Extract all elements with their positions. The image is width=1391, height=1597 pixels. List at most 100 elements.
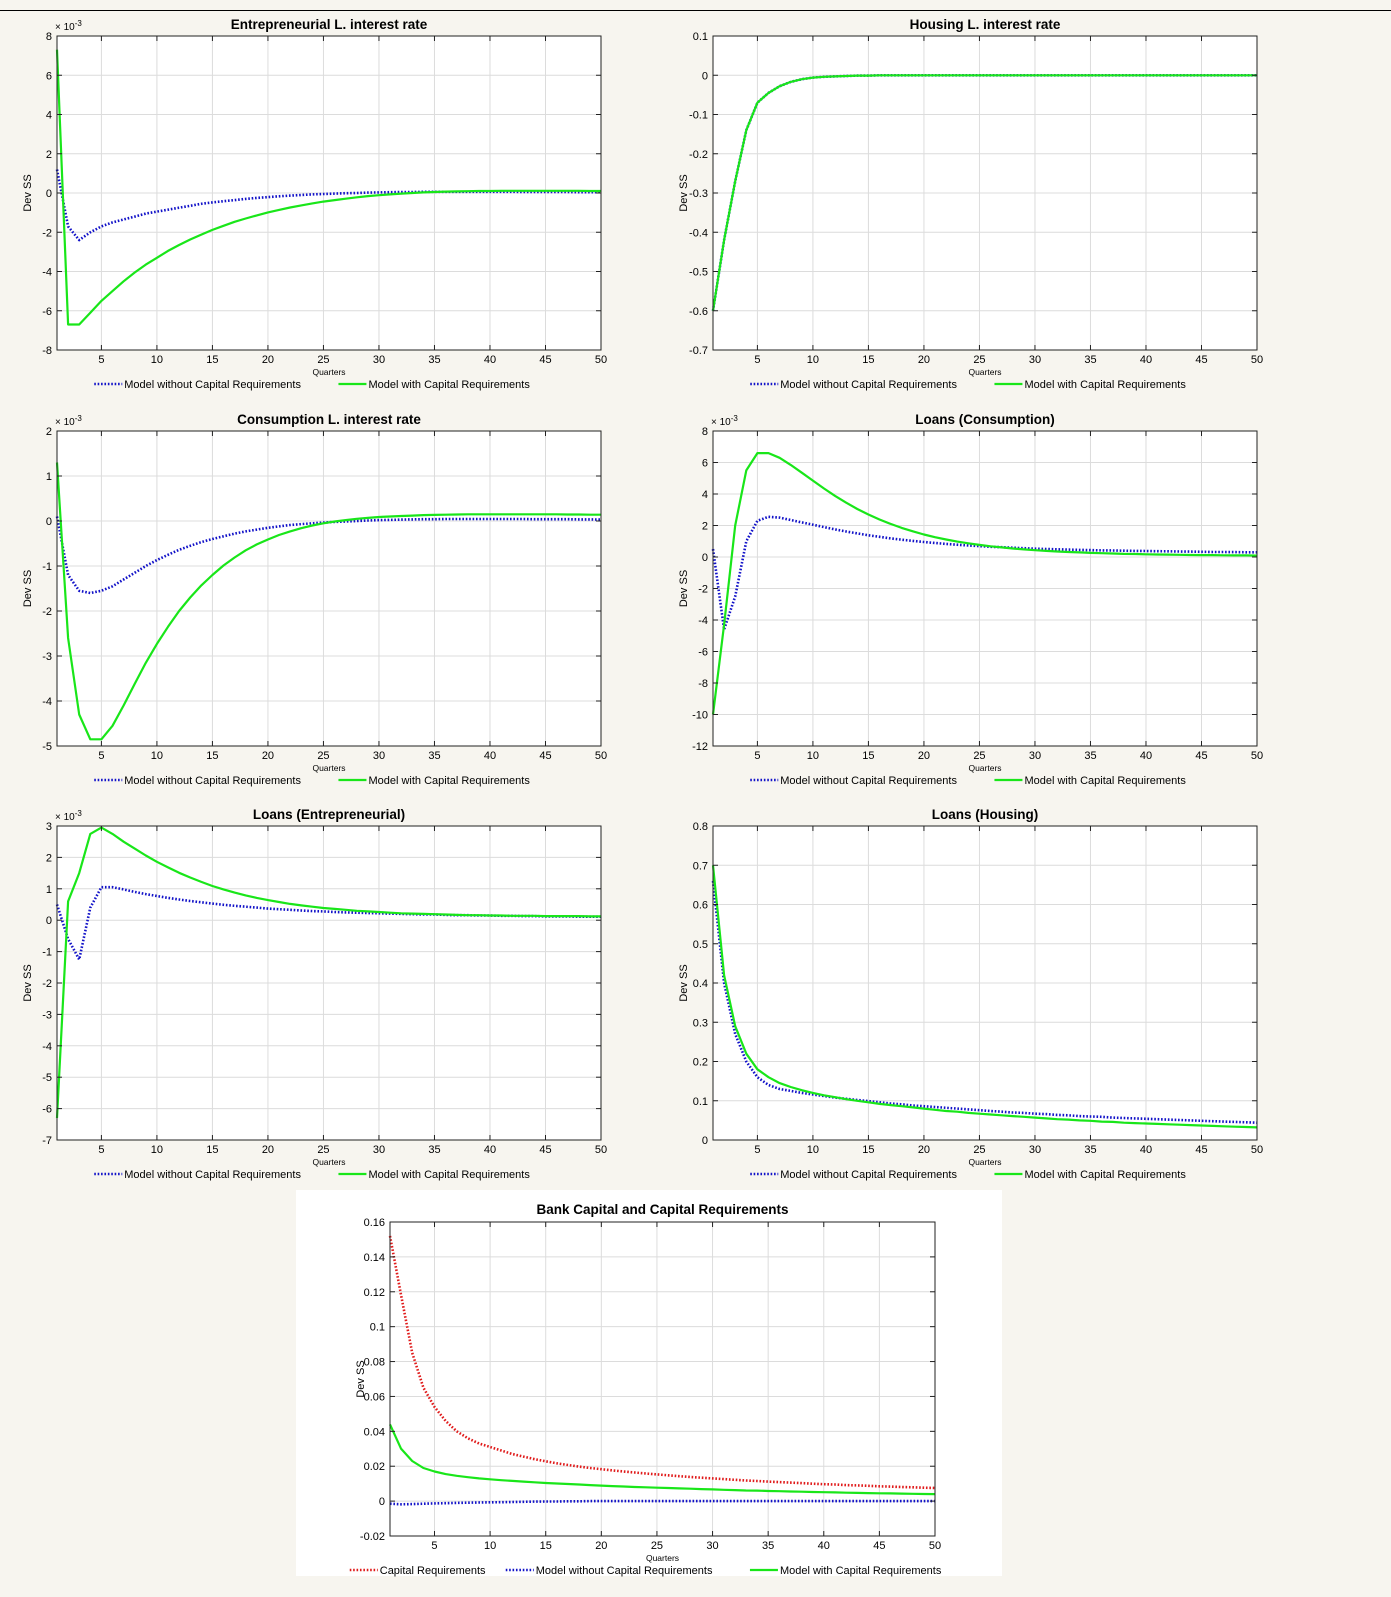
legend-label: Model with Capital Requirements <box>368 379 530 391</box>
x-tick-label: 50 <box>929 1540 941 1552</box>
chart-1: 5 10 15 20 25 30 35 40 45 50 -8 -6 -4 -2 0 2 4 6 8× 10-3 En… <box>22 17 607 391</box>
x-tick-label: 40 <box>1140 354 1152 366</box>
x-tick-label: 5 <box>98 354 104 366</box>
chart-4: 5 10 15 20 25 30 35 40 45 50 -12 -10 -8 -6 -4 -2 0 2 4 6 8× … <box>678 412 1263 787</box>
x-tick-label: 15 <box>206 354 218 366</box>
y-tick-label: -2 <box>42 978 52 990</box>
axis-multiplier: × 10-3 <box>55 809 82 823</box>
y-tick-label: -4 <box>698 615 708 627</box>
x-tick-label: 10 <box>151 750 163 762</box>
axis-multiplier: × 10-3 <box>55 414 82 428</box>
x-tick-label: 40 <box>1140 1144 1152 1156</box>
x-tick-label: 20 <box>262 750 274 762</box>
y-tick-label: -3 <box>42 1009 52 1021</box>
y-tick-label: -0.4 <box>689 227 708 239</box>
y-tick-label: -4 <box>42 696 52 708</box>
x-tick-label: 5 <box>98 750 104 762</box>
y-tick-label: -2 <box>42 227 52 239</box>
legend-label: Model with Capital Requirements <box>368 1169 530 1181</box>
y-tick-label: 0.16 <box>364 1217 385 1229</box>
plot-area <box>57 431 601 746</box>
y-tick-label: 0.1 <box>693 31 708 43</box>
axis-multiplier: × 10-3 <box>711 414 738 428</box>
y-tick-label: -0.3 <box>689 188 708 200</box>
x-tick-label: 30 <box>1029 354 1041 366</box>
x-tick-label: 10 <box>807 750 819 762</box>
x-axis-label: Quarters <box>968 763 1001 773</box>
y-tick-label: 6 <box>46 70 52 82</box>
chart-3: 5 10 15 20 25 30 35 40 45 50 -5 -4 -3 -2 -1 0 1 2× 10-3 Co… <box>22 412 607 787</box>
x-tick-label: 25 <box>973 354 985 366</box>
y-tick-label: 4 <box>46 110 52 122</box>
x-tick-label: 20 <box>918 1144 930 1156</box>
y-tick-label: 0.2 <box>693 1057 708 1069</box>
y-tick-label: 0.6 <box>693 900 708 912</box>
x-tick-label: 15 <box>862 750 874 762</box>
x-tick-label: 10 <box>807 354 819 366</box>
chart-title: Entrepreneurial L. interest rate <box>231 17 428 32</box>
x-axis-label: Quarters <box>312 763 345 773</box>
y-tick-label: -0.7 <box>689 345 708 357</box>
chart-2: 5 10 15 20 25 30 35 40 45 50 -0.7 -0.6 -0.5 -0.4 -0.3 -… <box>678 17 1263 391</box>
x-tick-label: 5 <box>754 354 760 366</box>
y-tick-label: 0 <box>379 1496 385 1508</box>
top-rule <box>0 10 1391 11</box>
y-tick-label: 0 <box>702 1135 708 1147</box>
y-tick-label: -7 <box>42 1135 52 1147</box>
y-tick-label: -4 <box>42 267 52 279</box>
x-tick-label: 20 <box>918 750 930 762</box>
y-tick-label: 8 <box>702 426 708 438</box>
legend-label: Model without Capital Requirements <box>124 775 301 787</box>
y-axis-label: Dev SS <box>678 964 690 1001</box>
y-tick-label: 0 <box>46 915 52 927</box>
x-axis-label: Quarters <box>312 1157 345 1167</box>
x-tick-label: 35 <box>762 1540 774 1552</box>
y-tick-label: -6 <box>42 1104 52 1116</box>
x-tick-label: 30 <box>373 750 385 762</box>
chart-title: Loans (Consumption) <box>915 412 1054 427</box>
x-tick-label: 25 <box>317 1144 329 1156</box>
x-axis-label: Quarters <box>646 1553 679 1563</box>
y-tick-label: 4 <box>702 489 708 501</box>
series-line-green <box>711 865 1258 1129</box>
x-tick-label: 50 <box>595 354 607 366</box>
y-tick-label: 0.1 <box>693 1096 708 1108</box>
series-line-blue <box>711 880 1258 1124</box>
y-tick-label: -6 <box>698 647 708 659</box>
axis-multiplier-exponent: -3 <box>731 414 739 423</box>
y-axis-label: Dev SS <box>22 174 34 211</box>
x-axis-label: Quarters <box>968 1157 1001 1167</box>
y-tick-label: 0 <box>46 188 52 200</box>
x-tick-label: 30 <box>1029 1144 1041 1156</box>
chart-5: 5 10 15 20 25 30 35 40 45 50 -7 -6 -5 -4 -3 -2 -1 0 1 2 3× 1… <box>22 807 607 1181</box>
x-tick-label: 10 <box>151 1144 163 1156</box>
legend-label: Model with Capital Requirements <box>1024 775 1186 787</box>
y-tick-label: 0.06 <box>364 1391 385 1403</box>
y-tick-label: 8 <box>46 31 52 43</box>
y-tick-label: 2 <box>702 521 708 533</box>
x-tick-label: 20 <box>262 1144 274 1156</box>
plot-area <box>390 1222 935 1536</box>
legend-label: Model without Capital Requirements <box>124 379 301 391</box>
x-tick-label: 5 <box>431 1540 437 1552</box>
x-tick-label: 25 <box>317 750 329 762</box>
y-tick-label: 0.7 <box>693 860 708 872</box>
legend-label: Model with Capital Requirements <box>368 775 530 787</box>
x-tick-label: 35 <box>1084 750 1096 762</box>
y-tick-label: -8 <box>698 678 708 690</box>
axis-multiplier-exponent: -3 <box>75 414 83 423</box>
y-tick-label: 0 <box>702 70 708 82</box>
x-tick-label: 45 <box>1195 1144 1207 1156</box>
series-line-red <box>388 1235 936 1490</box>
y-tick-label: 0 <box>46 516 52 528</box>
x-tick-label: 35 <box>1084 354 1096 366</box>
legend-label: Model without Capital Requirements <box>780 775 957 787</box>
chart-7: 5 10 15 20 25 30 35 40 45 50 -0.02 0 0.02 0.04 0.06 0.0… <box>349 1202 942 1577</box>
y-tick-label: 0.3 <box>693 1017 708 1029</box>
x-tick-label: 15 <box>206 1144 218 1156</box>
x-tick-label: 40 <box>484 750 496 762</box>
y-tick-label: -0.6 <box>689 306 708 318</box>
series-line-blue <box>55 516 602 595</box>
y-tick-label: 1 <box>46 884 52 896</box>
y-tick-label: 1 <box>46 471 52 483</box>
